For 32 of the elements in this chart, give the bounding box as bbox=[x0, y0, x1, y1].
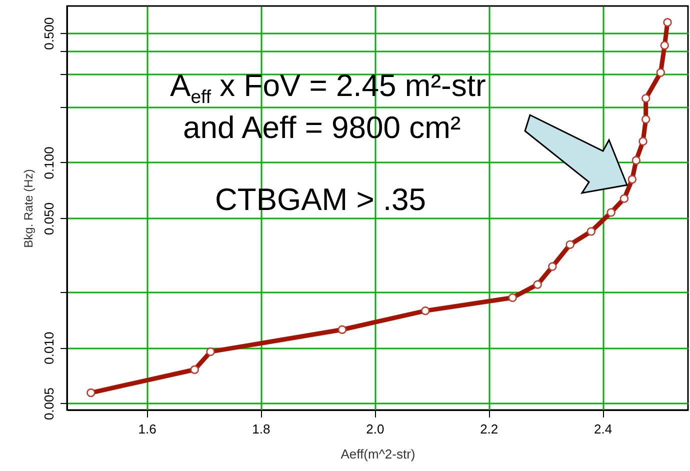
point bbox=[508, 293, 517, 302]
point bbox=[663, 18, 672, 27]
point bbox=[190, 365, 199, 374]
y-axis-title: Bkg. Rate (Hz) bbox=[22, 169, 36, 248]
point bbox=[656, 68, 666, 77]
y-tick-label: 0.500 bbox=[42, 17, 56, 50]
x-tick-label: 2.0 bbox=[366, 422, 384, 436]
point bbox=[566, 240, 574, 249]
x-tick-label: 2.4 bbox=[594, 422, 612, 436]
point bbox=[620, 194, 629, 203]
y-tick-label: 0.100 bbox=[42, 146, 56, 180]
x-axis-title: Aeff(m^2-str) bbox=[340, 446, 416, 462]
point bbox=[638, 137, 648, 146]
point bbox=[86, 388, 96, 398]
point bbox=[606, 208, 616, 217]
point bbox=[586, 227, 596, 236]
y-tick-label: 0.005 bbox=[42, 388, 56, 420]
point bbox=[632, 156, 641, 165]
x-tick-label: 2.2 bbox=[480, 422, 498, 436]
point bbox=[533, 280, 542, 289]
x-tick-label: 1.6 bbox=[138, 422, 156, 436]
point bbox=[641, 114, 650, 124]
x-tick-label: 1.8 bbox=[252, 422, 270, 436]
point bbox=[421, 306, 430, 316]
point bbox=[338, 325, 347, 334]
point bbox=[641, 94, 650, 103]
point bbox=[628, 175, 637, 184]
point bbox=[206, 347, 215, 356]
y-tick-label: 0.050 bbox=[42, 202, 56, 235]
point bbox=[548, 262, 557, 271]
y-tick-label: 0.010 bbox=[42, 332, 56, 364]
point bbox=[660, 41, 669, 50]
